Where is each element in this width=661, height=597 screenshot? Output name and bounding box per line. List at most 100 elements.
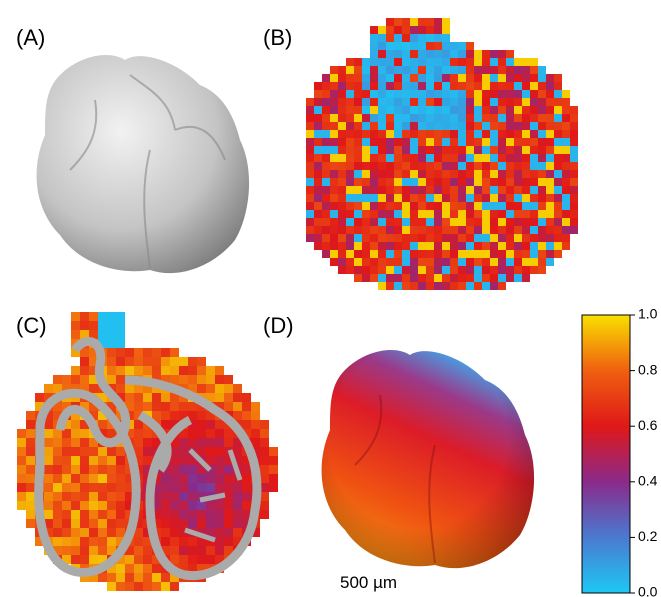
- pixel: [71, 429, 80, 438]
- pixel: [179, 510, 188, 519]
- voxel: [410, 154, 418, 162]
- voxel: [554, 74, 562, 82]
- voxel: [514, 274, 522, 282]
- voxel: [562, 98, 570, 106]
- pixel: [179, 438, 188, 447]
- voxel: [570, 186, 578, 194]
- voxel: [418, 106, 426, 114]
- pixel: [116, 492, 125, 501]
- voxel: [530, 250, 538, 258]
- voxel: [418, 66, 426, 74]
- voxel: [442, 26, 450, 34]
- voxel: [506, 162, 514, 170]
- voxel: [530, 226, 538, 234]
- voxel: [498, 258, 506, 266]
- voxel: [322, 242, 330, 250]
- voxel: [554, 186, 562, 194]
- pixel: [71, 438, 80, 447]
- pixel: [188, 483, 197, 492]
- voxel: [386, 50, 394, 58]
- pixel: [53, 492, 62, 501]
- page: (A) (B) (C) (D) 500 µm 0.00.20.40.60.81.…: [0, 0, 661, 597]
- pixel: [179, 501, 188, 510]
- voxel: [434, 186, 442, 194]
- voxel: [570, 178, 578, 186]
- voxel: [362, 218, 370, 226]
- voxel: [386, 58, 394, 66]
- pixel: [161, 393, 170, 402]
- voxel: [490, 106, 498, 114]
- pixel: [26, 474, 35, 483]
- voxel: [418, 250, 426, 258]
- pixel: [134, 537, 143, 546]
- voxel: [498, 74, 506, 82]
- voxel: [506, 250, 514, 258]
- voxel: [490, 146, 498, 154]
- voxel: [434, 202, 442, 210]
- voxel: [450, 242, 458, 250]
- voxel: [506, 274, 514, 282]
- voxel: [338, 66, 346, 74]
- pixel: [134, 348, 143, 357]
- voxel: [418, 146, 426, 154]
- pixel: [170, 366, 179, 375]
- pixel: [80, 483, 89, 492]
- voxel: [490, 98, 498, 106]
- voxel: [386, 162, 394, 170]
- pixel: [197, 384, 206, 393]
- voxel: [522, 186, 530, 194]
- voxel: [402, 146, 410, 154]
- pixel: [143, 582, 152, 591]
- voxel: [394, 202, 402, 210]
- pixel: [107, 366, 116, 375]
- voxel: [490, 162, 498, 170]
- pixel: [215, 447, 224, 456]
- pixel: [143, 447, 152, 456]
- voxel: [458, 266, 466, 274]
- voxel: [314, 218, 322, 226]
- pixel: [107, 519, 116, 528]
- voxel: [330, 186, 338, 194]
- voxel: [474, 266, 482, 274]
- voxel: [442, 146, 450, 154]
- pixel: [179, 519, 188, 528]
- voxel: [498, 274, 506, 282]
- pixel: [179, 546, 188, 555]
- voxel: [426, 250, 434, 258]
- voxel: [346, 266, 354, 274]
- voxel: [402, 194, 410, 202]
- voxel: [338, 106, 346, 114]
- pixel: [260, 510, 269, 519]
- voxel: [426, 66, 434, 74]
- pixel: [152, 582, 161, 591]
- voxel: [514, 98, 522, 106]
- voxel: [482, 82, 490, 90]
- pixel: [89, 321, 98, 330]
- voxel: [434, 18, 442, 26]
- voxel: [498, 234, 506, 242]
- pixel: [206, 555, 215, 564]
- voxel: [306, 162, 314, 170]
- voxel: [402, 34, 410, 42]
- voxel: [378, 146, 386, 154]
- pixel: [143, 573, 152, 582]
- voxel: [570, 226, 578, 234]
- voxel: [418, 26, 426, 34]
- voxel: [530, 186, 538, 194]
- voxel: [402, 18, 410, 26]
- voxel: [458, 234, 466, 242]
- pixel: [53, 375, 62, 384]
- pixel: [98, 312, 107, 321]
- voxel: [410, 82, 418, 90]
- pixel: [143, 546, 152, 555]
- pixel: [233, 402, 242, 411]
- voxel: [514, 114, 522, 122]
- voxel: [418, 258, 426, 266]
- pixel: [53, 438, 62, 447]
- voxel: [522, 202, 530, 210]
- pixel: [80, 546, 89, 555]
- voxel: [514, 226, 522, 234]
- voxel: [330, 122, 338, 130]
- voxel: [338, 122, 346, 130]
- voxel: [522, 258, 530, 266]
